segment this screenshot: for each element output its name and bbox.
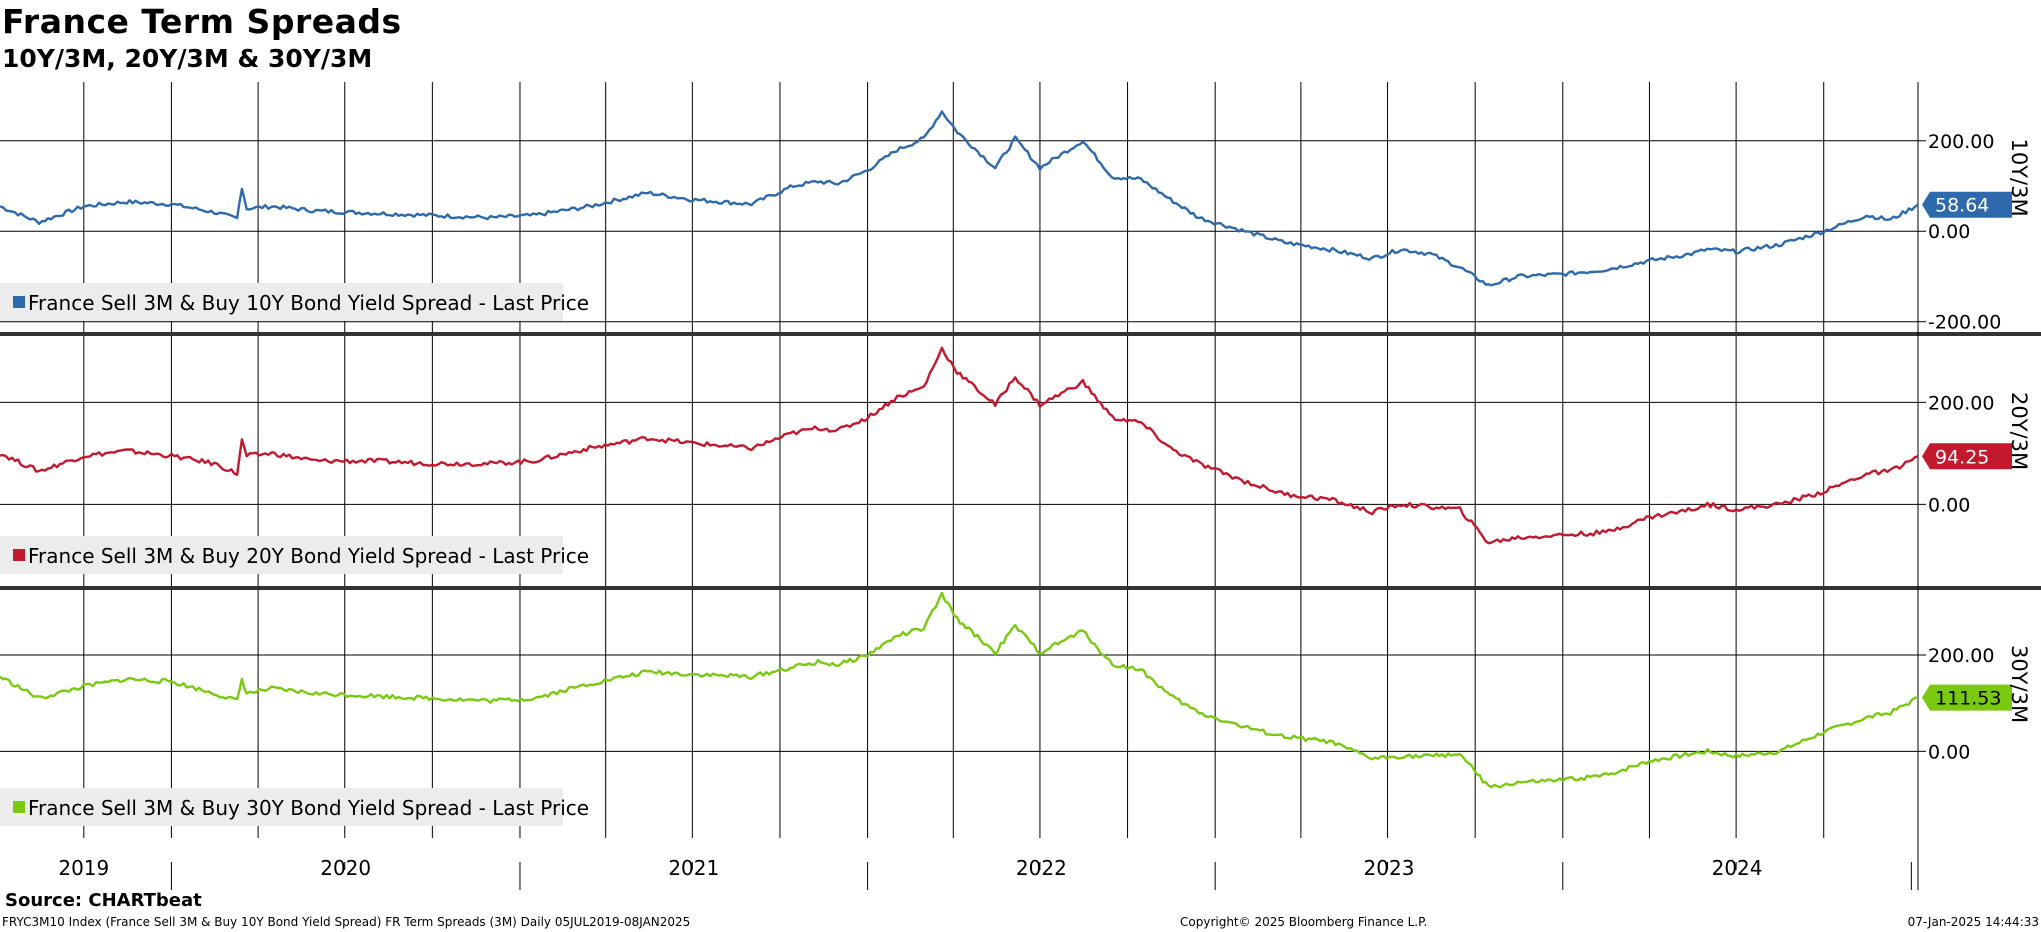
- legend-swatch: [13, 549, 25, 561]
- x-tick-label: 2021: [668, 856, 719, 880]
- x-tick-label: 2023: [1364, 856, 1415, 880]
- panel-label: 30Y/3M: [2007, 645, 2031, 723]
- last-value-label: 58.64: [1935, 195, 1989, 217]
- footer-timestamp: 07-Jan-2025 14:44:33: [1907, 915, 2039, 929]
- legend-swatch: [13, 801, 25, 813]
- panel-separator: [0, 586, 2041, 590]
- y-tick-label: 200.00: [1928, 645, 1994, 667]
- y-tick-label: 200.00: [1928, 392, 1994, 414]
- x-tick-label: 2020: [320, 856, 371, 880]
- last-value-tag: [1922, 443, 2012, 470]
- legend-entry: France Sell 3M & Buy 10Y Bond Yield Spre…: [28, 291, 589, 315]
- y-tick-label: -200.00: [1928, 312, 2001, 334]
- last-value-tag: [1922, 191, 2012, 218]
- legend-swatch: [13, 296, 25, 308]
- footer-index-info: FRYC3M10 Index (France Sell 3M & Buy 10Y…: [2, 915, 691, 929]
- last-value-tag: [1922, 684, 2012, 711]
- last-value-label: 111.53: [1935, 688, 2001, 710]
- y-tick-label: 0.00: [1928, 221, 1970, 243]
- source-label: Source: CHARTbeat: [5, 890, 202, 911]
- footer-copyright: Copyright© 2025 Bloomberg Finance L.P.: [1180, 915, 1428, 929]
- chart-subtitle: 10Y/3M, 20Y/3M & 30Y/3M: [2, 44, 373, 73]
- series-line-10y-3m: [0, 110, 1919, 287]
- panel-separator: [0, 332, 2041, 336]
- legend-entry: France Sell 3M & Buy 30Y Bond Yield Spre…: [28, 796, 589, 820]
- legend-entry: France Sell 3M & Buy 20Y Bond Yield Spre…: [28, 544, 589, 568]
- panel-label: 10Y/3M: [2007, 138, 2031, 216]
- x-tick-label: 2022: [1016, 856, 1067, 880]
- panel-label: 20Y/3M: [2007, 392, 2031, 470]
- series-line-20y-3m: [0, 346, 1919, 545]
- y-tick-label: 0.00: [1928, 741, 1970, 763]
- y-tick-label: 0.00: [1928, 494, 1970, 516]
- legend-box: [0, 788, 563, 826]
- x-tick-label: 2024: [1712, 856, 1763, 880]
- legend-box: [0, 536, 563, 574]
- chart-title: France Term Spreads: [2, 2, 402, 41]
- y-tick-label: 200.00: [1928, 131, 1994, 153]
- series-line-30y-3m: [0, 591, 1919, 789]
- x-tick-label: 2019: [58, 856, 109, 880]
- last-value-label: 94.25: [1935, 446, 1989, 468]
- legend-box: [0, 283, 563, 321]
